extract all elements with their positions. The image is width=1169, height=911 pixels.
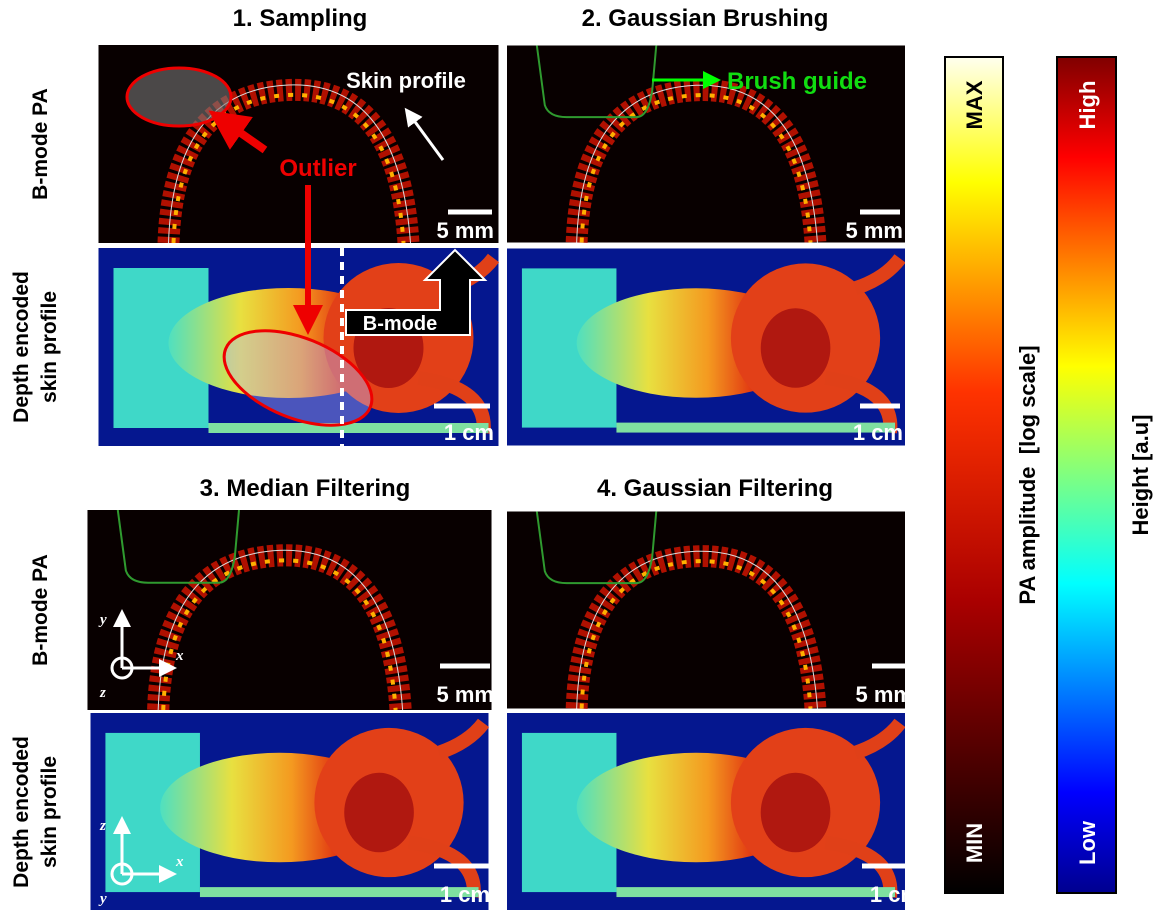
- scale-label: 1 cm: [853, 420, 903, 445]
- annotation: B-mode: [363, 313, 437, 335]
- scale-label: 1 cm: [440, 882, 490, 907]
- colorbar-max: MAX: [962, 80, 987, 129]
- panel-title: 3. Median Filtering: [200, 475, 411, 502]
- annotation: Outlier: [279, 155, 356, 182]
- scale-label: 5 mm: [437, 218, 494, 243]
- axis-label: z: [99, 818, 106, 834]
- axis-label: x: [175, 854, 184, 870]
- panel-title: 1. Sampling: [233, 5, 368, 32]
- scale-label: 1 cm: [444, 420, 494, 445]
- row-label: Depth encoded: [10, 736, 33, 888]
- colorbar-label: PA amplitude [log scale]: [1015, 345, 1040, 604]
- colorbar: [1057, 57, 1116, 893]
- scale-label: 5 mm: [437, 682, 494, 707]
- figure: 1. Sampling 2. Gaussian Brushing 3. Medi…: [0, 0, 1169, 911]
- annotation: Brush guide: [727, 68, 867, 95]
- row-label: skin profile: [38, 756, 61, 868]
- scale-label: 1 cm: [870, 882, 920, 907]
- axis-label: x: [175, 648, 184, 664]
- scale-label: 5 mm: [856, 682, 913, 707]
- colorbar: [945, 57, 1003, 893]
- colorbar-label: Height [a.u]: [1128, 415, 1153, 536]
- panel-title: 2. Gaussian Brushing: [582, 5, 829, 32]
- axis-label: y: [98, 891, 107, 907]
- colorbar-min: Low: [1075, 820, 1100, 865]
- annotation: Skin profile: [346, 68, 466, 93]
- row-label: Depth encoded: [10, 271, 33, 423]
- outlier-circle: [127, 68, 231, 126]
- colorbar-max: High: [1075, 81, 1100, 130]
- panel-title: 4. Gaussian Filtering: [597, 475, 833, 502]
- axis-label: y: [98, 612, 107, 628]
- scale-label: 5 mm: [846, 218, 903, 243]
- row-label: skin profile: [38, 291, 61, 403]
- colorbar-min: MIN: [962, 823, 987, 863]
- axis-label: z: [99, 685, 106, 701]
- row-label: B-mode PA: [29, 554, 52, 666]
- row-label: B-mode PA: [29, 88, 52, 200]
